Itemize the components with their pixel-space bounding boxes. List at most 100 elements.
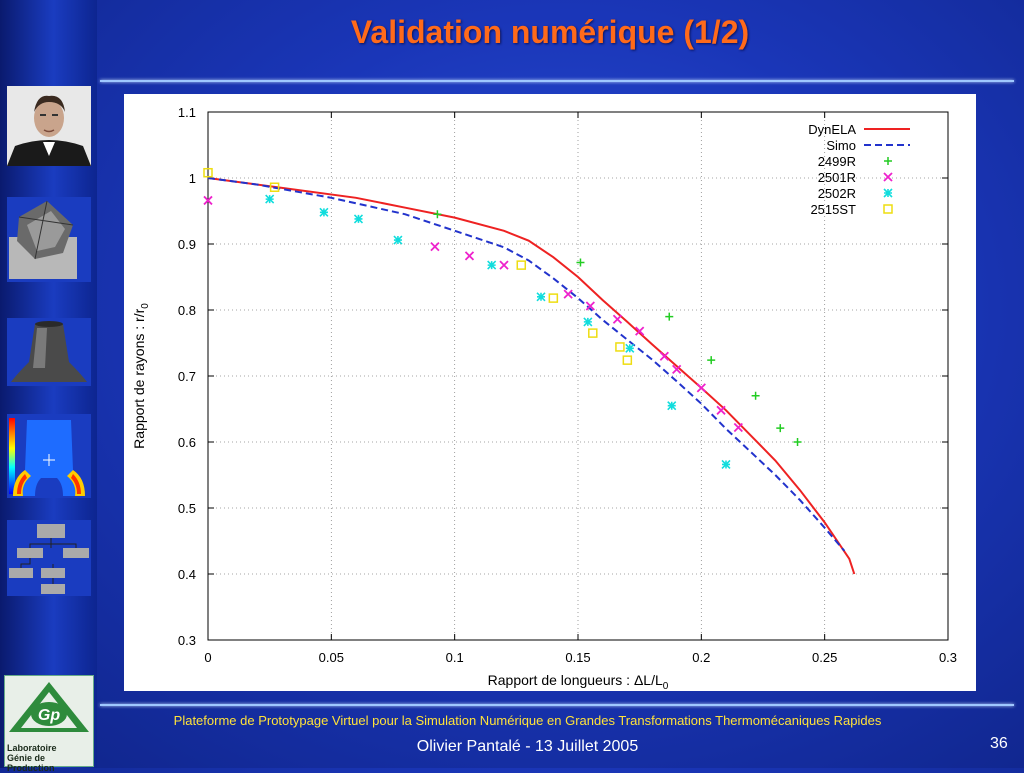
top-divider: [100, 80, 1014, 82]
series-2502r-point: [583, 317, 593, 327]
legend-label-2515st: 2515ST: [810, 202, 856, 217]
x-axis-label-main: Rapport de longueurs : ΔL/L: [488, 672, 663, 688]
y-axis-label-subscript: 0: [140, 303, 151, 309]
series-2515st-point: [622, 355, 633, 365]
series-2501r-point: [563, 289, 573, 299]
marker-stroke: [721, 459, 731, 470]
series-2501r-point: [585, 301, 595, 311]
chart-panel: 0 0.05 0.1 0.15 0.2 0.25 0.3 0.3 0.4 0.5 0.6 0.7 0.8…: [124, 94, 976, 692]
marker-stroke: [588, 328, 598, 338]
x-tick-label: 0.15: [565, 650, 590, 665]
y-tick-label: 0.8: [178, 303, 196, 318]
footer-author-date: Olivier Pantalé - 13 Juillet 2005: [416, 738, 639, 755]
series-dynela-line: [207, 177, 856, 575]
series-2502r-point: [353, 214, 364, 224]
marker-stroke: [625, 343, 635, 353]
y-tick-label: 0.3: [178, 633, 196, 648]
footer-subtitle: Plateforme de Prototypage Virtuel pour l…: [173, 713, 882, 728]
series-2501r-point: [430, 242, 440, 252]
series-2515st-point: [269, 182, 280, 192]
marker-stroke: [667, 401, 677, 411]
series-2502r-point: [393, 235, 403, 245]
marker-stroke: [707, 356, 716, 365]
x-tick-label: 0.1: [446, 650, 464, 665]
y-tick-label: 0.4: [178, 567, 196, 582]
slide-title: Validation numérique (1/2): [350, 14, 750, 50]
chart-svg: 0 0.05 0.1 0.15 0.2 0.25 0.3 0.3 0.4 0.5 0.6 0.7 0.8…: [131, 105, 957, 692]
marker-stroke: [793, 438, 802, 446]
logo-caption-1: Laboratoire: [7, 743, 57, 753]
legend-label-simo: Simo: [826, 138, 856, 153]
marker-stroke: [733, 422, 743, 433]
series-2499r-point: [433, 210, 442, 219]
mesh-part-image: [7, 197, 91, 282]
series-2501r-point: [464, 251, 475, 261]
marker-stroke: [585, 301, 595, 311]
logo-caption-2: Génie de Production: [7, 753, 55, 773]
marker-stroke: [203, 195, 213, 206]
marker-stroke: [884, 157, 892, 165]
x-tick-label: 0.25: [812, 650, 837, 665]
marker-stroke: [548, 293, 559, 303]
series-2501r-point: [635, 326, 645, 336]
marker-stroke: [696, 383, 706, 393]
legend-swatch-2502r: [883, 188, 893, 198]
marker-stroke: [883, 188, 893, 198]
x-tick-label: 0: [204, 650, 211, 665]
simulation-colormap-image: [7, 414, 91, 498]
marker-stroke: [635, 326, 645, 336]
deformed-cylinder-image: [7, 318, 91, 386]
gp-logo-icon: Gp: [9, 682, 89, 732]
series-2501r-point: [203, 195, 213, 206]
series-2499r-point: [751, 391, 760, 400]
marker-stroke: [536, 292, 546, 302]
marker-stroke: [563, 289, 573, 299]
marker-stroke: [622, 355, 633, 365]
series-2502r-point: [319, 207, 329, 217]
series-2499r-point: [707, 356, 716, 365]
series-2515st-point: [588, 328, 598, 338]
series-2515st-point: [548, 293, 559, 303]
series-2501r-point: [612, 314, 623, 324]
marker-stroke: [516, 260, 527, 270]
marker-stroke: [203, 167, 213, 178]
legend-swatch-2501r: [883, 172, 893, 182]
marker-stroke: [716, 405, 726, 415]
logo-text: Gp: [38, 707, 60, 724]
series-2501r-point: [716, 405, 726, 415]
series-simo-line: [207, 177, 846, 552]
x-tick-label: 0.3: [939, 650, 957, 665]
series-2502r-point: [721, 459, 731, 470]
marker-stroke: [265, 194, 275, 204]
x-tick-label: 0.05: [319, 650, 344, 665]
marker-stroke: [499, 260, 509, 270]
legend-swatch-2515st: [883, 204, 893, 214]
marker-stroke: [665, 312, 674, 321]
series-2515st-point: [516, 260, 527, 270]
series-2501r-point: [733, 422, 743, 433]
series-2502r-point: [487, 260, 497, 270]
y-tick-label: 0.7: [178, 369, 196, 384]
diagram-thumbnail: [7, 520, 91, 596]
marker-stroke: [883, 172, 893, 182]
series-2501r-point: [499, 260, 509, 270]
page-number: 36: [990, 735, 1008, 752]
legend-label-2501r: 2501R: [818, 170, 856, 185]
series-2515st-point: [203, 167, 213, 178]
series-2515st-point: [615, 342, 625, 352]
series-2502r-point: [625, 343, 635, 353]
series-2499r-point: [576, 258, 585, 267]
series-2502r-point: [265, 194, 275, 204]
series-2499r-point: [665, 312, 674, 321]
legend-label-dynela: DynELA: [808, 122, 856, 137]
legend-label-2502r: 2502R: [818, 186, 856, 201]
bottom-divider: [100, 704, 1014, 706]
marker-stroke: [883, 204, 893, 214]
marker-stroke: [433, 210, 442, 219]
marker-stroke: [487, 260, 497, 270]
marker-stroke: [672, 364, 682, 375]
series-2502r-point: [667, 401, 677, 411]
marker-stroke: [659, 351, 669, 361]
marker-stroke: [393, 235, 403, 245]
legend-label-2499r: 2499R: [818, 154, 856, 169]
